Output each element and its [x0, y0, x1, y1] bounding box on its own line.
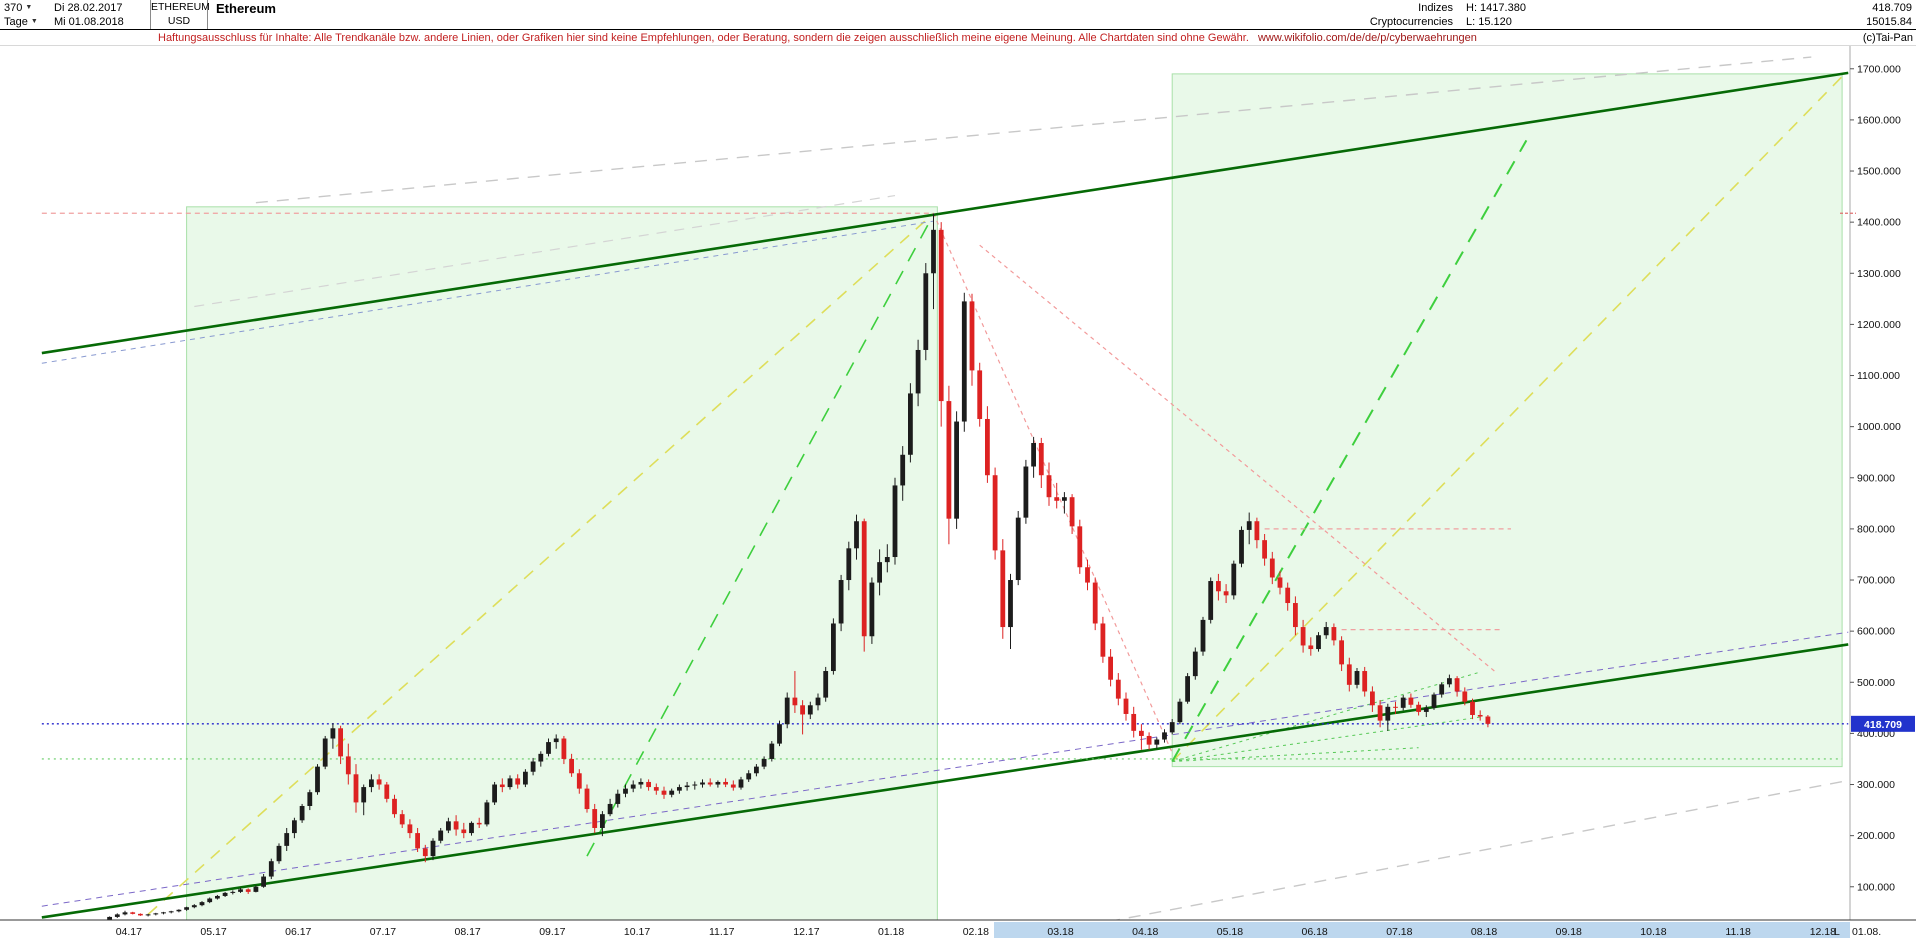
- level-lines: [41, 212, 1849, 760]
- high-value: H: 1417.380: [1466, 2, 1526, 14]
- svg-text:09.18: 09.18: [1556, 926, 1582, 938]
- symbol-currency: USD: [167, 15, 191, 27]
- svg-text:100.000: 100.000: [1857, 881, 1895, 893]
- svg-text:08.18: 08.18: [1471, 926, 1497, 938]
- gray-trend-lower: [1113, 779, 1849, 920]
- green-uptrend-2017: [586, 214, 935, 857]
- svg-text:1600.000: 1600.000: [1857, 114, 1901, 126]
- period-count-dropdown[interactable]: 370 ▼: [4, 1, 50, 15]
- svg-text:07.17: 07.17: [370, 926, 396, 938]
- svg-text:11.18: 11.18: [1725, 926, 1751, 938]
- svg-text:418.709: 418.709: [1864, 719, 1902, 731]
- svg-text:04.18: 04.18: [1132, 926, 1158, 938]
- period-controls: 370 ▼ Tage ▼: [4, 1, 50, 29]
- current-price-tag: 418.709: [1851, 715, 1915, 732]
- disclaimer-row: Haftungsausschluss für Inhalte: Alle Tre…: [0, 31, 1916, 46]
- last-date-label: 01.08.: [1852, 926, 1881, 938]
- svg-text:02.18: 02.18: [963, 926, 989, 938]
- violet-support-dashed: [41, 631, 1849, 907]
- green-fan-1: [1172, 671, 1481, 762]
- wikifolio-link[interactable]: www.wikifolio.com/de/de/p/cyberwaehrunge…: [1257, 32, 1477, 44]
- date-range: Di 28.02.2017 Mi 01.08.2018: [54, 1, 146, 29]
- svg-text:10.18: 10.18: [1640, 926, 1666, 938]
- last-date-flag: L: [1834, 926, 1840, 938]
- blue-resistance-dashed: [41, 220, 934, 364]
- svg-text:1200.000: 1200.000: [1857, 319, 1901, 331]
- gray-trend-upper: [255, 56, 1812, 204]
- category-menu: Indizes Cryptocurrencies: [1370, 1, 1453, 29]
- svg-text:04.17: 04.17: [116, 926, 142, 938]
- y-axis: 1700.000 1600.000 1500.000 1400.000 1300.000…: [1840, 46, 1901, 920]
- symbol-name: ETHEREUM: [151, 1, 210, 13]
- svg-text:600.000: 600.000: [1857, 626, 1895, 638]
- svg-text:05.17: 05.17: [200, 926, 226, 938]
- svg-text:03.18: 03.18: [1047, 926, 1073, 938]
- svg-text:1300.000: 1300.000: [1857, 268, 1901, 280]
- date-to-field[interactable]: Mi 01.08.2018: [54, 16, 124, 28]
- menu-item-indizes[interactable]: Indizes: [1418, 2, 1453, 14]
- svg-text:1400.000: 1400.000: [1857, 217, 1901, 229]
- chevron-down-icon: ▼: [30, 18, 38, 25]
- copyright-label: (c)Tai-Pan: [1862, 32, 1913, 44]
- low-value: L: 15.120: [1466, 16, 1512, 28]
- svg-text:1100.000: 1100.000: [1857, 370, 1900, 382]
- svg-text:12.17: 12.17: [793, 926, 819, 938]
- svg-text:700.000: 700.000: [1857, 575, 1895, 587]
- period-unit-dropdown[interactable]: Tage ▼: [4, 15, 50, 29]
- trend-lines: [41, 56, 1849, 920]
- svg-text:500.000: 500.000: [1857, 677, 1895, 689]
- price-chart[interactable]: 1700.000 1600.000 1500.000 1400.000 1300.000…: [0, 46, 1916, 952]
- index-value: 15015.84: [1866, 16, 1912, 28]
- svg-text:1500.000: 1500.000: [1857, 166, 1901, 178]
- plot-layers: [41, 56, 1849, 920]
- svg-text:10.17: 10.17: [624, 926, 650, 938]
- toolbar: 370 ▼ Tage ▼ Di 28.02.2017 Mi 01.08.2018…: [0, 0, 1916, 30]
- svg-text:09.17: 09.17: [539, 926, 565, 938]
- svg-text:900.000: 900.000: [1857, 472, 1895, 484]
- svg-text:01.18: 01.18: [878, 926, 904, 938]
- red-downtrend-1: [932, 213, 1173, 754]
- yellow-uptrend-2018: [1171, 74, 1845, 763]
- x-axis: 04.17 05.17 06.17 07.17 08.17 09.17 10.17 11.17…: [0, 919, 1916, 938]
- high-low-values: H: 1417.380 L: 15.120: [1466, 1, 1526, 29]
- svg-text:800.000: 800.000: [1857, 523, 1895, 535]
- menu-item-cryptocurrencies[interactable]: Cryptocurrencies: [1369, 16, 1453, 28]
- svg-text:06.17: 06.17: [285, 926, 311, 938]
- green-zone-2018: [1171, 73, 1843, 768]
- green-fan-2: [1172, 716, 1481, 763]
- period-unit-value: Tage: [4, 16, 28, 28]
- lower-trend-channel: [41, 643, 1849, 919]
- period-count-value: 370: [4, 2, 23, 14]
- candlestick-series: [101, 213, 1491, 920]
- green-fan-3: [1172, 747, 1419, 763]
- symbol-cell: ETHEREUM USD: [150, 0, 210, 29]
- chart-title: Ethereum: [216, 1, 276, 16]
- current-price-value: 418.709: [1872, 2, 1912, 14]
- yellow-uptrend-2017: [147, 212, 935, 915]
- date-from-field[interactable]: Di 28.02.2017: [54, 2, 123, 14]
- svg-text:300.000: 300.000: [1857, 779, 1895, 791]
- chevron-down-icon: ▼: [25, 4, 33, 11]
- disclaimer-text: Haftungsausschluss für Inhalte: Alle Tre…: [158, 31, 1477, 46]
- svg-text:06.18: 06.18: [1302, 926, 1328, 938]
- svg-text:07.18: 07.18: [1386, 926, 1412, 938]
- x-axis-highlight-band[interactable]: [994, 922, 1850, 938]
- svg-text:200.000: 200.000: [1857, 830, 1895, 842]
- disclaimer-sentence: Haftungsausschluss für Inhalte: Alle Tre…: [158, 32, 1249, 44]
- quote-values: 418.709 15015.84: [1866, 1, 1912, 29]
- svg-text:1000.000: 1000.000: [1857, 421, 1901, 433]
- svg-text:11.17: 11.17: [709, 926, 735, 938]
- svg-text:12.18: 12.18: [1810, 926, 1836, 938]
- svg-text:1700.000: 1700.000: [1857, 63, 1901, 75]
- upper-trend-channel: [41, 71, 1849, 355]
- chart-area[interactable]: 1700.000 1600.000 1500.000 1400.000 1300.000…: [0, 46, 1916, 952]
- svg-text:08.17: 08.17: [455, 926, 481, 938]
- svg-text:05.18: 05.18: [1217, 926, 1243, 938]
